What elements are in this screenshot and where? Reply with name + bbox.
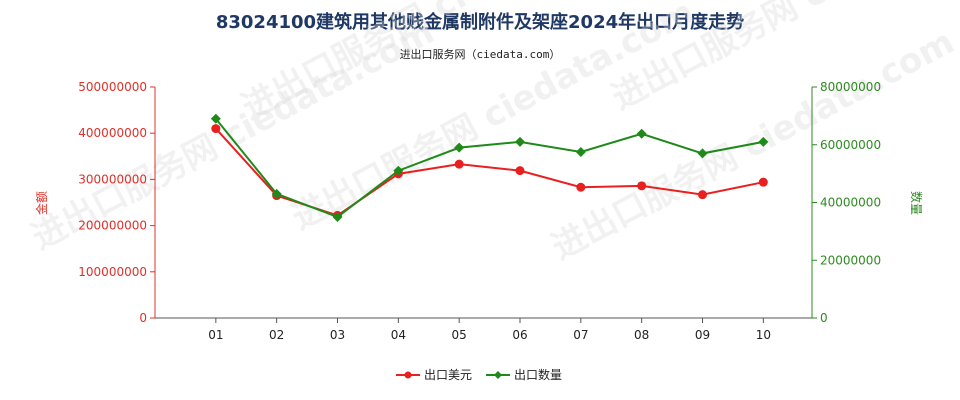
right-tick-label: 60000000 <box>820 138 881 152</box>
left-tick-label: 100000000 <box>78 265 147 279</box>
x-tick-label: 08 <box>634 328 649 342</box>
left-tick-label: 400000000 <box>78 126 147 140</box>
left-tick-label: 300000000 <box>78 172 147 186</box>
x-tick-label: 07 <box>573 328 588 342</box>
data-point-diamond <box>636 128 647 139</box>
chart-subtitle: 进出口服务网（ciedata.com） <box>399 48 561 61</box>
data-point-diamond <box>515 136 525 147</box>
data-point-circle <box>758 177 768 187</box>
data-point-diamond <box>575 146 586 157</box>
x-tick-label: 04 <box>391 328 406 342</box>
data-point-diamond <box>697 148 708 159</box>
data-point-diamond <box>271 188 282 199</box>
right-tick-label: 20000000 <box>820 253 881 267</box>
series-line <box>215 118 764 219</box>
data-point-circle <box>576 182 586 192</box>
left-tick-label: 200000000 <box>78 219 147 233</box>
data-point-diamond <box>454 142 465 153</box>
x-tick-label: 06 <box>512 328 527 342</box>
series-layer <box>210 113 769 222</box>
x-tick-label: 05 <box>452 328 467 342</box>
data-point-circle <box>637 181 647 191</box>
axes: 0100000000200000000300000000400000000500… <box>34 80 924 342</box>
data-point-circle <box>211 124 221 134</box>
x-tick-label: 03 <box>330 328 345 342</box>
left-tick-label: 500000000 <box>78 80 147 94</box>
data-point-circle <box>698 190 707 200</box>
left-axis-title: 金额 <box>34 191 49 215</box>
right-axis-title: 数量 <box>909 191 924 215</box>
chart-title: 83024100建筑用其他贱金属制附件及架座2024年出口月度走势 <box>215 12 745 33</box>
right-tick-label: 0 <box>820 311 828 325</box>
legend: 出口美元 出口数量 <box>396 367 562 382</box>
x-tick-label: 02 <box>269 328 284 342</box>
data-point-diamond <box>332 211 343 222</box>
left-tick-label: 0 <box>139 311 147 325</box>
legend-label: 出口美元 <box>424 368 472 382</box>
right-tick-label: 80000000 <box>820 80 881 94</box>
x-tick-label: 10 <box>756 328 771 342</box>
legend-label: 出口数量 <box>514 367 562 382</box>
data-point-diamond <box>210 113 221 124</box>
x-tick-label: 09 <box>695 328 710 342</box>
x-tick-label: 01 <box>208 328 223 342</box>
right-tick-label: 40000000 <box>820 196 881 210</box>
legend-marker-circle <box>404 371 412 379</box>
data-point-diamond <box>393 165 404 176</box>
data-point-circle <box>454 159 464 169</box>
legend-marker-diamond <box>494 371 502 379</box>
data-point-diamond <box>758 136 769 147</box>
data-point-circle <box>515 166 525 176</box>
